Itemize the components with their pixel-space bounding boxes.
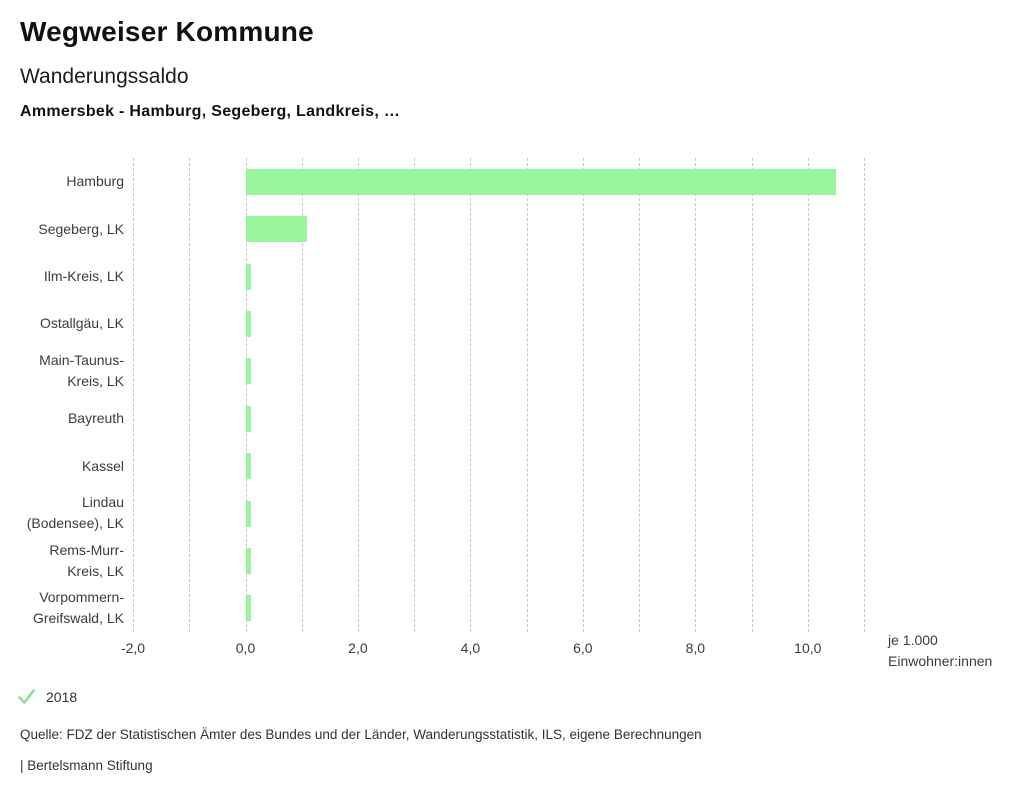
gridline <box>582 158 584 632</box>
chart-selection-subtitle: Ammersbek - Hamburg, Segeberg, Landkreis… <box>20 103 401 120</box>
category-label: Lindau (Bodensee), LK <box>26 494 124 532</box>
gridline <box>639 158 641 632</box>
gridline <box>695 158 697 632</box>
legend-year-toggle[interactable]: 2018 <box>16 686 77 707</box>
axis-unit-label: je 1.000 Einwohner:innen <box>888 630 992 672</box>
x-tick-label: 8,0 <box>685 640 706 656</box>
gridline <box>414 158 416 632</box>
gridline <box>864 158 865 632</box>
bar[interactable] <box>245 500 252 527</box>
chart-title: Wanderungssaldo <box>20 65 189 88</box>
category-label: Bayreuth <box>67 410 124 427</box>
axis-unit-line2: Einwohner:innen <box>888 653 993 669</box>
category-label: Ostallgäu, LK <box>39 315 124 332</box>
page-title: Wegweiser Kommune <box>20 16 314 47</box>
category-label: Kassel <box>81 457 124 474</box>
gridline <box>751 158 753 632</box>
category-label: Hamburg <box>66 173 124 190</box>
gridline <box>357 158 359 632</box>
page-header: Wegweiser Kommune Wanderungssaldo Ammers… <box>20 16 400 121</box>
bar[interactable] <box>245 405 252 432</box>
axis-unit-line1: je 1.000 <box>888 632 938 648</box>
x-tick-label: 10,0 <box>794 640 822 656</box>
x-axis: -2,0 0,0 2,0 4,0 6,0 8,0 10,0 <box>121 640 864 660</box>
bar[interactable] <box>245 595 252 622</box>
category-label: Segeberg, LK <box>38 220 124 237</box>
gridline <box>807 158 809 632</box>
bar[interactable] <box>245 168 836 195</box>
x-tick-label: 4,0 <box>460 640 481 656</box>
bar[interactable] <box>245 547 252 574</box>
legend-year-label: 2018 <box>46 688 78 705</box>
category-label: Ilm-Kreis, LK <box>43 267 124 284</box>
x-tick-label: 0,0 <box>235 640 256 656</box>
checkmark-icon <box>18 689 35 704</box>
bar[interactable] <box>245 358 252 385</box>
gridline <box>470 158 472 632</box>
gridline <box>189 158 191 632</box>
category-label: Main-Taunus- Kreis, LK <box>39 352 124 390</box>
plot-area <box>133 158 865 632</box>
category-label: Rems-Murr- Kreis, LK <box>49 541 124 579</box>
x-tick-label: -2,0 <box>120 640 146 656</box>
x-tick-label: 2,0 <box>348 640 368 656</box>
gridline <box>526 158 528 632</box>
category-label: Vorpommern- Greifswald, LK <box>32 589 124 627</box>
gridline <box>133 158 134 632</box>
category-labels: Hamburg Segeberg, LK Ilm-Kreis, LK Ostallgä… <box>0 158 124 632</box>
x-tick-label: 6,0 <box>573 640 593 656</box>
gridline <box>301 158 303 632</box>
bar[interactable] <box>245 216 308 243</box>
bar[interactable] <box>245 453 252 480</box>
gridline <box>245 158 247 632</box>
attribution-text: | Bertelsmann Stiftung <box>20 758 153 773</box>
source-text: Quelle: FDZ der Statistischen Ämter des … <box>20 727 702 742</box>
bar[interactable] <box>245 263 252 290</box>
bar[interactable] <box>245 310 252 337</box>
